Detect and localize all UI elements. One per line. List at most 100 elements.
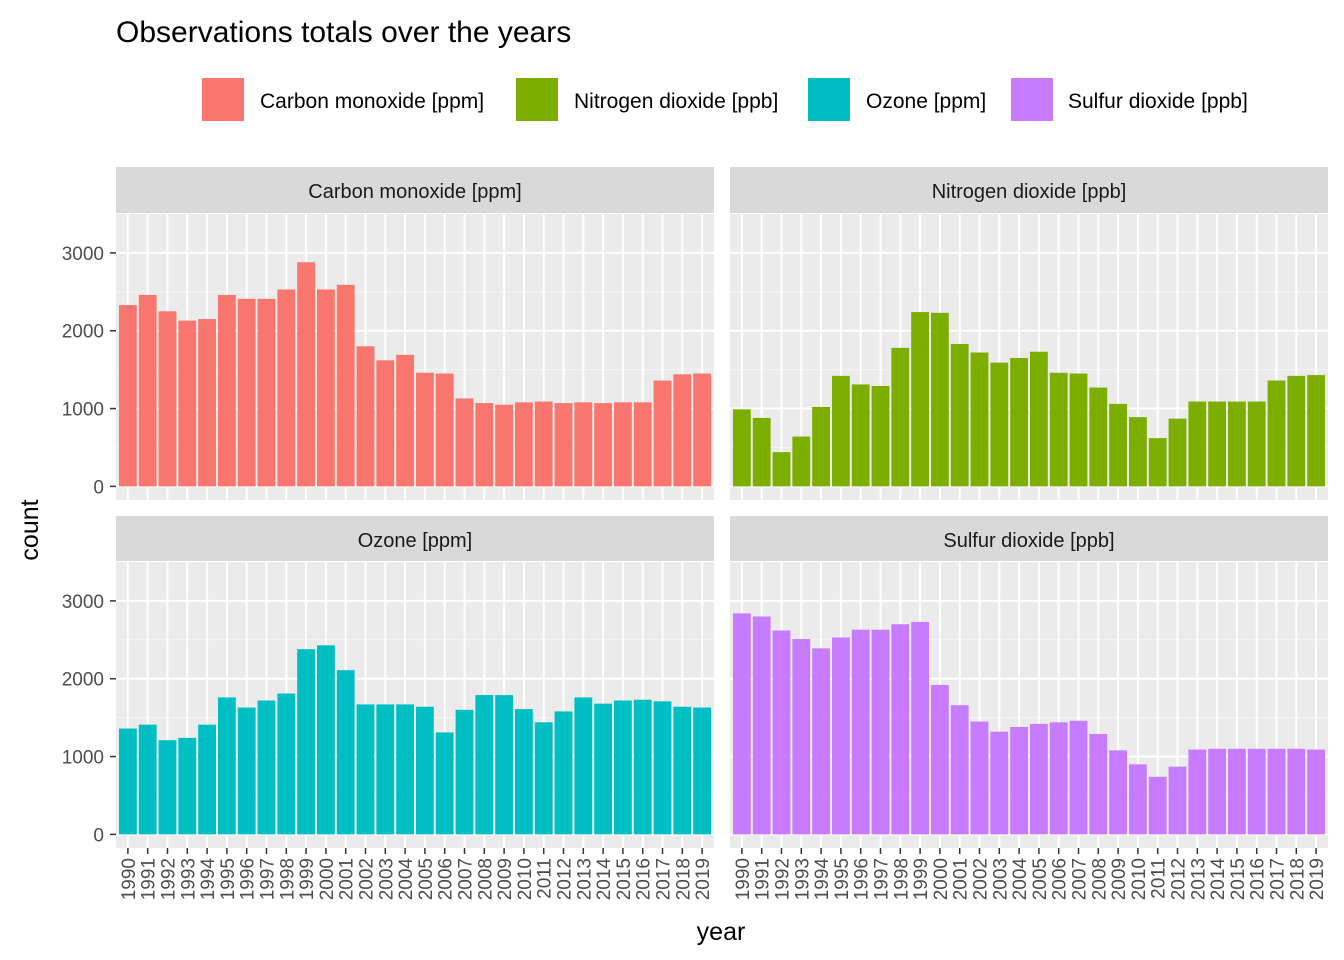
x-tick-label: 2004 bbox=[396, 858, 417, 901]
x-tick-label: 2013 bbox=[574, 858, 595, 900]
x-tick-label: 1994 bbox=[198, 858, 219, 901]
bar-2012 bbox=[1168, 418, 1187, 487]
bar-2014 bbox=[594, 403, 613, 487]
bar-2011 bbox=[1148, 776, 1167, 835]
bar-1992 bbox=[158, 740, 177, 835]
bar-1993 bbox=[178, 737, 197, 835]
bar-1994 bbox=[198, 319, 216, 487]
bar-2002 bbox=[970, 721, 989, 835]
bar-1998 bbox=[891, 624, 910, 835]
bar-1995 bbox=[831, 375, 850, 487]
bar-2005 bbox=[415, 706, 434, 835]
x-tick-label: 1990 bbox=[119, 858, 140, 900]
bar-1992 bbox=[772, 452, 791, 487]
bar-1994 bbox=[812, 648, 830, 835]
bar-2015 bbox=[614, 402, 632, 487]
bar-2013 bbox=[574, 697, 593, 835]
bar-2001 bbox=[950, 343, 969, 487]
legend: Carbon monoxide [ppm] Nitrogen dioxide [p… bbox=[202, 78, 1248, 121]
bar-2007 bbox=[455, 709, 474, 835]
bar-2001 bbox=[336, 284, 355, 487]
bar-1995 bbox=[217, 697, 236, 835]
x-tick-label: 1996 bbox=[852, 858, 873, 900]
y-tick-label: 0 bbox=[93, 825, 104, 846]
bar-2006 bbox=[1049, 372, 1068, 487]
bar-1990 bbox=[732, 613, 751, 835]
x-tick-label: 1995 bbox=[832, 858, 853, 900]
bar-2016 bbox=[633, 402, 652, 487]
bar-1990 bbox=[118, 305, 137, 487]
bar-1997 bbox=[257, 298, 276, 487]
bar-1996 bbox=[237, 298, 256, 487]
bar-2006 bbox=[435, 732, 454, 835]
bar-2018 bbox=[673, 374, 692, 487]
bar-1999 bbox=[911, 312, 930, 487]
y-tick-label: 1000 bbox=[62, 400, 104, 421]
x-tick-label: 2005 bbox=[1030, 858, 1051, 900]
x-tick-label: 2002 bbox=[356, 858, 377, 900]
x-tick-label: 2008 bbox=[1089, 858, 1110, 900]
x-tick-label: 2000 bbox=[931, 858, 952, 900]
facet-strip-label: Carbon monoxide [ppm] bbox=[308, 181, 521, 203]
bar-2019 bbox=[1307, 375, 1326, 487]
bar-2017 bbox=[1267, 748, 1286, 835]
bar-2003 bbox=[990, 362, 1009, 487]
bar-1994 bbox=[198, 724, 216, 835]
bar-2011 bbox=[534, 722, 553, 835]
bar-2016 bbox=[633, 699, 652, 835]
y-tick-label: 2000 bbox=[62, 322, 104, 343]
x-tick-label: 1998 bbox=[891, 858, 912, 900]
y-tick-label: 2000 bbox=[62, 670, 104, 691]
bar-2000 bbox=[316, 645, 335, 835]
x-tick-label: 1992 bbox=[772, 858, 793, 900]
x-tick-label: 2001 bbox=[951, 858, 972, 900]
bar-2019 bbox=[693, 707, 712, 835]
facet-strip bbox=[116, 167, 714, 213]
bar-2010 bbox=[514, 709, 533, 835]
x-tick-label: 1990 bbox=[733, 858, 754, 900]
legend-key-nitrogen-dioxide-ppb bbox=[516, 78, 558, 121]
x-tick-label: 2016 bbox=[634, 858, 655, 900]
bar-2008 bbox=[475, 695, 494, 835]
x-tick-label: 2015 bbox=[614, 858, 635, 900]
x-tick-label: 1991 bbox=[139, 858, 160, 900]
bar-1997 bbox=[871, 385, 890, 487]
y-tick-label: 3000 bbox=[62, 244, 104, 265]
bar-2000 bbox=[930, 312, 949, 487]
bar-2017 bbox=[653, 380, 672, 487]
x-tick-label: 2005 bbox=[416, 858, 437, 900]
x-tick-label: 1999 bbox=[297, 858, 318, 900]
bar-2000 bbox=[930, 684, 949, 835]
x-tick-label: 1991 bbox=[753, 858, 774, 900]
bar-2012 bbox=[554, 403, 573, 487]
x-tick-label: 1997 bbox=[257, 858, 278, 900]
bar-2010 bbox=[1128, 417, 1147, 487]
bar-2005 bbox=[415, 372, 434, 487]
x-tick-label: 2019 bbox=[1307, 858, 1328, 900]
x-tick-label: 2002 bbox=[970, 858, 991, 900]
bar-2011 bbox=[1148, 438, 1167, 487]
legend-label-ozone-ppm: Ozone [ppm] bbox=[866, 90, 986, 113]
bar-1995 bbox=[831, 637, 850, 835]
x-tick-label: 2019 bbox=[693, 858, 714, 900]
x-tick-label: 2000 bbox=[317, 858, 338, 900]
facet-strip-label: Nitrogen dioxide [ppb] bbox=[932, 181, 1127, 203]
facet-strip bbox=[730, 167, 1328, 213]
x-tick-label: 2007 bbox=[456, 858, 477, 900]
bar-1990 bbox=[732, 409, 751, 487]
legend-label-nitrogen-dioxide-ppb: Nitrogen dioxide [ppb] bbox=[574, 90, 778, 113]
facet-strip-label: Ozone [ppm] bbox=[358, 530, 473, 552]
bar-2007 bbox=[1069, 720, 1088, 835]
x-tick-label: 2015 bbox=[1228, 858, 1249, 900]
x-tick-label: 2010 bbox=[515, 858, 536, 900]
bar-1991 bbox=[752, 417, 771, 487]
bar-2007 bbox=[455, 398, 474, 487]
bar-1996 bbox=[851, 629, 870, 835]
bar-1997 bbox=[257, 700, 276, 835]
x-axis-title: year bbox=[697, 918, 746, 946]
bar-2012 bbox=[1168, 766, 1187, 835]
bar-2013 bbox=[1188, 401, 1207, 487]
bar-2019 bbox=[693, 373, 712, 487]
bar-1994 bbox=[812, 407, 830, 487]
bar-2008 bbox=[1089, 387, 1108, 487]
